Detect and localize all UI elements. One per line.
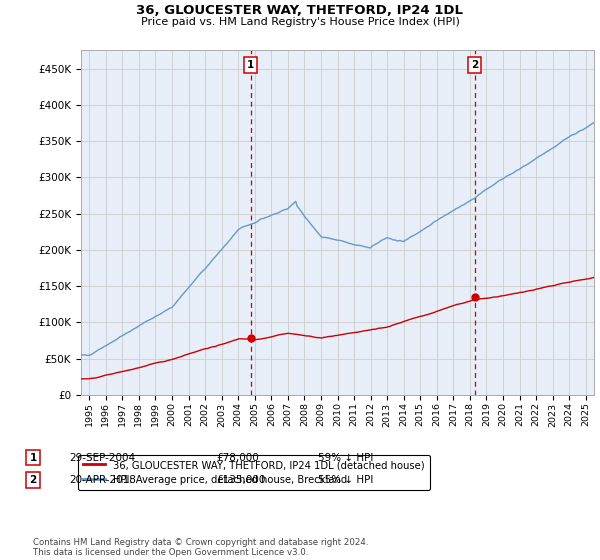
- Text: £78,000: £78,000: [216, 452, 259, 463]
- Text: 36, GLOUCESTER WAY, THETFORD, IP24 1DL: 36, GLOUCESTER WAY, THETFORD, IP24 1DL: [137, 4, 464, 17]
- Text: £135,000: £135,000: [216, 475, 265, 485]
- Legend: 36, GLOUCESTER WAY, THETFORD, IP24 1DL (detached house), HPI: Average price, det: 36, GLOUCESTER WAY, THETFORD, IP24 1DL (…: [79, 455, 430, 490]
- Text: 1: 1: [29, 452, 37, 463]
- Text: 59% ↓ HPI: 59% ↓ HPI: [318, 452, 373, 463]
- Text: 1: 1: [247, 60, 254, 70]
- Text: 29-SEP-2004: 29-SEP-2004: [69, 452, 135, 463]
- Text: 2: 2: [471, 60, 478, 70]
- Text: 55% ↓ HPI: 55% ↓ HPI: [318, 475, 373, 485]
- Text: 20-APR-2018: 20-APR-2018: [69, 475, 136, 485]
- Text: Price paid vs. HM Land Registry's House Price Index (HPI): Price paid vs. HM Land Registry's House …: [140, 17, 460, 27]
- Text: Contains HM Land Registry data © Crown copyright and database right 2024.
This d: Contains HM Land Registry data © Crown c…: [33, 538, 368, 557]
- Text: 2: 2: [29, 475, 37, 485]
